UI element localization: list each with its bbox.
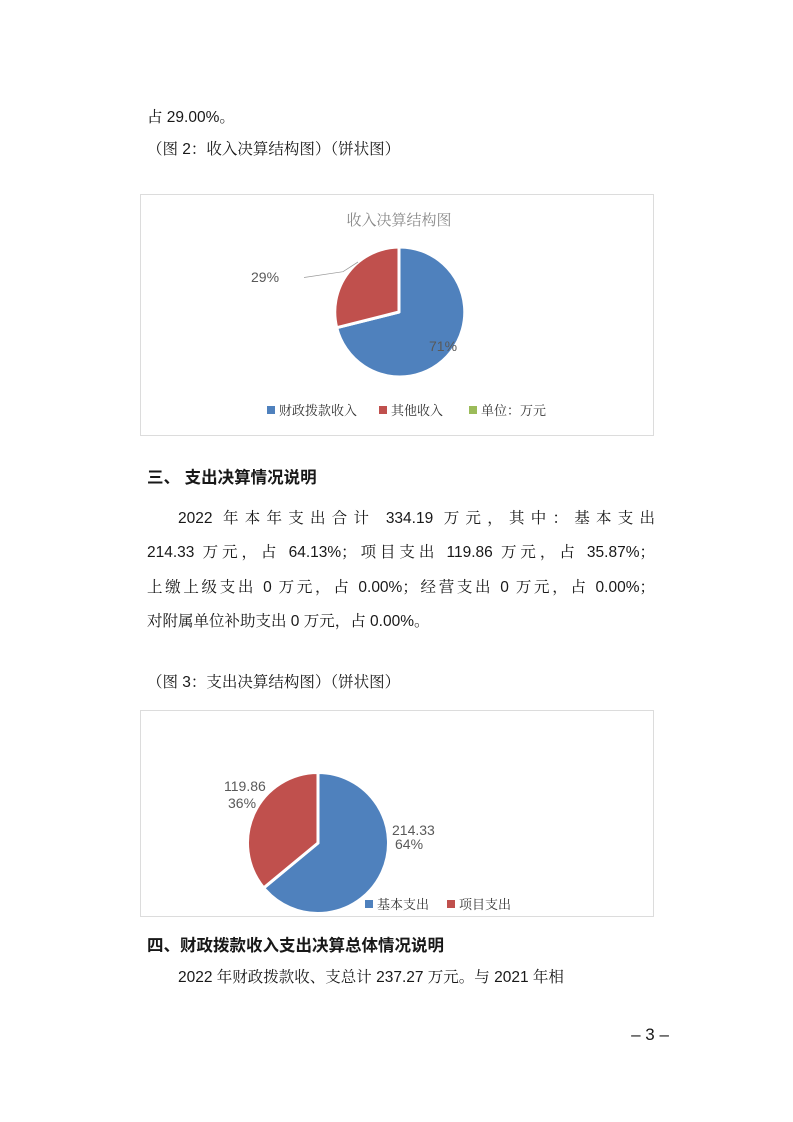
svg-text:119.86: 119.86	[224, 778, 266, 794]
svg-text:项目支出: 项目支出	[459, 897, 511, 912]
svg-text:其他收入: 其他收入	[391, 403, 443, 418]
svg-text:收入决算结构图: 收入决算结构图	[346, 211, 451, 229]
svg-text:64%: 64%	[395, 836, 423, 852]
svg-text:财政拨款收入: 财政拨款收入	[279, 403, 357, 418]
svg-text:71%: 71%	[429, 338, 457, 354]
svg-text:36%: 36%	[228, 795, 256, 811]
svg-text:基本支出: 基本支出	[377, 897, 429, 912]
svg-text:单位：万元: 单位：万元	[481, 403, 546, 418]
svg-text:29%: 29%	[251, 269, 279, 285]
